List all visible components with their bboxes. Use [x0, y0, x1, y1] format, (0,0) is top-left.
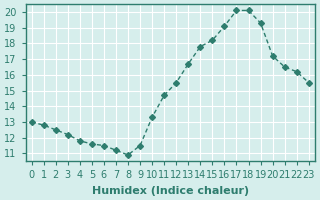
- X-axis label: Humidex (Indice chaleur): Humidex (Indice chaleur): [92, 186, 249, 196]
